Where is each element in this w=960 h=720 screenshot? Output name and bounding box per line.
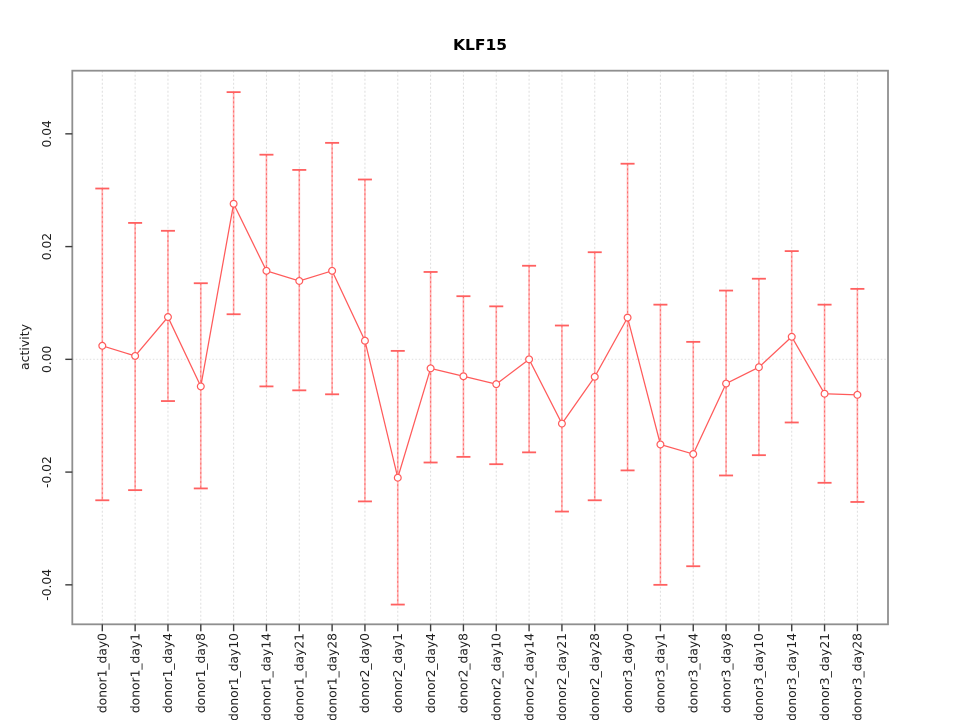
x-tick-label: donor1_day1 xyxy=(128,633,142,713)
x-tick-label: donor3_day28 xyxy=(851,633,865,720)
data-point xyxy=(557,419,566,428)
x-tick-label: donor2_day21 xyxy=(555,633,569,720)
data-line xyxy=(102,201,858,481)
data-point xyxy=(426,364,435,373)
x-tick-label: donor2_day28 xyxy=(588,633,602,720)
data-point xyxy=(722,379,731,388)
data-point xyxy=(131,351,140,360)
x-tick-label: donor2_day0 xyxy=(358,633,372,713)
x-tick-label: donor3_day8 xyxy=(719,633,733,713)
x-tick-label: donor3_day0 xyxy=(621,633,635,713)
plot-border xyxy=(71,69,889,626)
x-tick-label: donor1_day21 xyxy=(292,633,306,720)
x-tick-label: donor1_day4 xyxy=(161,633,175,713)
x-tick-label: donor2_day4 xyxy=(424,633,438,713)
x-tick-labels: donor1_day0 donor1_day1 donor1_day4 donor1_… xyxy=(96,633,865,720)
data-points xyxy=(98,199,862,482)
x-tick-label: donor3_day4 xyxy=(686,633,700,713)
x-tick-label: donor3_day1 xyxy=(654,633,668,713)
data-point xyxy=(492,380,501,389)
axes xyxy=(65,69,889,632)
error-bars xyxy=(95,91,865,606)
y-axis-label: activity xyxy=(17,323,32,370)
data-point xyxy=(623,313,632,322)
chart-title: KLF15 xyxy=(453,36,507,54)
x-tick-label: donor2_day1 xyxy=(391,633,405,713)
data-point xyxy=(196,382,205,391)
x-tick-label: donor1_day28 xyxy=(325,633,339,720)
x-tick-label: donor1_day14 xyxy=(260,633,274,720)
data-point xyxy=(820,389,829,398)
data-point xyxy=(360,336,369,345)
y-tick-label: 0.00 xyxy=(40,346,54,373)
x-tick-label: donor2_day8 xyxy=(457,633,471,713)
data-point xyxy=(328,266,337,275)
y-tick-labels: 0.04 0.02 0.00 -0.02 -0.04 xyxy=(40,120,54,601)
series-line xyxy=(102,201,858,481)
y-tick-label: 0.04 xyxy=(40,120,54,148)
data-point xyxy=(590,372,599,381)
y-tick-label: -0.02 xyxy=(40,456,54,488)
data-point xyxy=(656,440,665,449)
data-point xyxy=(163,313,172,322)
x-tick-label: donor3_day10 xyxy=(752,633,766,720)
data-point xyxy=(689,450,698,459)
x-tick-label: donor1_day10 xyxy=(227,633,241,720)
data-point xyxy=(98,341,107,350)
data-point xyxy=(787,332,796,341)
data-point xyxy=(459,372,468,381)
data-point xyxy=(229,199,238,208)
x-tick-label: donor3_day21 xyxy=(818,633,832,720)
data-point xyxy=(295,276,304,285)
x-tick-label: donor2_day14 xyxy=(522,633,536,720)
data-point xyxy=(393,473,402,482)
x-tick-label: donor1_day8 xyxy=(194,633,208,713)
gridlines xyxy=(72,70,888,625)
data-point xyxy=(525,355,534,364)
data-point xyxy=(754,363,763,372)
y-tick-label: -0.04 xyxy=(40,569,54,601)
x-tick-label: donor1_day0 xyxy=(96,633,110,713)
y-tick-label: 0.02 xyxy=(40,233,54,260)
x-tick-label: donor2_day10 xyxy=(489,633,503,720)
x-tick-label: donor3_day14 xyxy=(785,633,799,720)
data-point xyxy=(853,390,862,399)
data-point xyxy=(262,266,271,275)
